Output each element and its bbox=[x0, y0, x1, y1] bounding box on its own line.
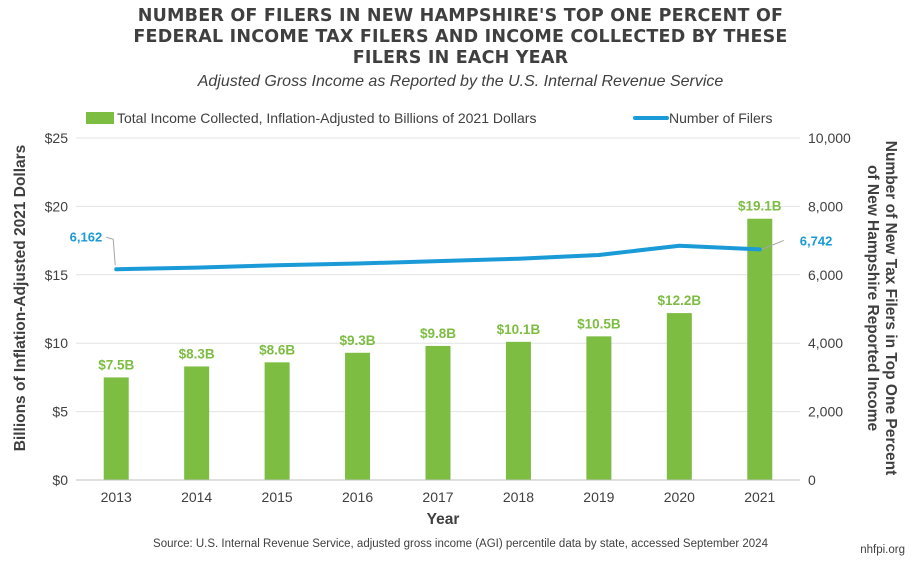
x-tick-label: 2019 bbox=[583, 489, 614, 505]
bar-data-label: $19.1B bbox=[738, 199, 782, 214]
bar bbox=[505, 341, 531, 480]
x-axis-title: Year bbox=[427, 511, 460, 528]
chart-title-line: FILERS IN EACH YEAR bbox=[352, 48, 569, 68]
data-labels: $7.5B $8.3B $8.6B $9.3B $9.8B $10.1B $10.5B $12… bbox=[70, 199, 833, 373]
bar-data-label: $9.8B bbox=[420, 326, 456, 341]
bar bbox=[425, 345, 451, 480]
chart-title-line: NUMBER OF FILERS IN NEW HAMPSHIRE'S TOP … bbox=[137, 6, 784, 26]
bar-data-label: $8.6B bbox=[259, 342, 295, 357]
chart-subtitle: Adjusted Gross Income as Reported by the… bbox=[197, 73, 724, 90]
bar bbox=[345, 352, 371, 480]
line-data-label: 6,742 bbox=[800, 233, 833, 248]
y2-axis-title-line: Number of New Tax Filers in Top One Perc… bbox=[882, 141, 899, 475]
bar-data-label: $10.1B bbox=[497, 322, 541, 337]
y2-tick-label: 2,000 bbox=[808, 404, 843, 420]
bar-series bbox=[103, 218, 773, 480]
bar-data-label: $12.2B bbox=[658, 293, 702, 308]
x-tick-label: 2013 bbox=[101, 489, 132, 505]
chart-title-line: FEDERAL INCOME TAX FILERS AND INCOME COL… bbox=[133, 27, 788, 47]
line-data-label: 6,162 bbox=[70, 229, 103, 244]
x-tick-label: 2016 bbox=[342, 489, 373, 505]
y-tick-label: $5 bbox=[52, 404, 68, 420]
source-note: Source: U.S. Internal Revenue Service, a… bbox=[153, 538, 768, 550]
x-tick-label: 2021 bbox=[744, 489, 775, 505]
line-series bbox=[114, 243, 762, 272]
x-tick-label: 2020 bbox=[664, 489, 695, 505]
leader-line bbox=[761, 239, 784, 250]
bar-data-label: $8.3B bbox=[179, 346, 215, 361]
x-tick-label: 2017 bbox=[422, 489, 453, 505]
leader-line bbox=[106, 236, 116, 266]
bar bbox=[103, 377, 129, 480]
y2-tick-label: 10,000 bbox=[808, 130, 851, 146]
y2-axis-title-line: of New Hampshire Reported Income bbox=[864, 165, 881, 432]
chart-title: NUMBER OF FILERS IN NEW HAMPSHIRE'S TOP … bbox=[0, 6, 921, 69]
y-tick-label: $25 bbox=[45, 130, 69, 146]
y-tick-label: $10 bbox=[45, 335, 69, 351]
y2-tick-label: 0 bbox=[808, 472, 816, 488]
legend-label-line: Number of Filers bbox=[669, 110, 772, 126]
bar-data-label: $10.5B bbox=[577, 316, 621, 331]
y2-tick-label: 8,000 bbox=[808, 198, 843, 214]
legend-swatch-bar bbox=[86, 112, 114, 124]
y-tick-label: $15 bbox=[45, 267, 69, 283]
credit-text: nhfpi.org bbox=[860, 544, 905, 556]
y-tick-label: $0 bbox=[52, 472, 68, 488]
bar bbox=[184, 366, 210, 480]
y-tick-label: $20 bbox=[45, 198, 69, 214]
x-tick-label: 2015 bbox=[262, 489, 293, 505]
bar bbox=[666, 313, 692, 480]
x-tick-label: 2014 bbox=[181, 489, 212, 505]
line-path bbox=[114, 243, 762, 272]
x-tick-label: 2018 bbox=[503, 489, 534, 505]
legend: Total Income Collected, Inflation-Adjust… bbox=[86, 110, 772, 126]
bar bbox=[264, 362, 290, 480]
y-axis-title: Billions of Inflation-Adjusted 2021 Doll… bbox=[12, 145, 29, 452]
y2-tick-label: 4,000 bbox=[808, 335, 843, 351]
bar bbox=[586, 336, 612, 480]
legend-label-bar: Total Income Collected, Inflation-Adjust… bbox=[117, 110, 536, 126]
y2-tick-label: 6,000 bbox=[808, 267, 843, 283]
axes: $0 0 $5 2,000 $10 4,000 $15 6,000 $20 8,000 $25 10,… bbox=[45, 130, 851, 505]
bar-data-label: $7.5B bbox=[98, 357, 134, 372]
bar bbox=[747, 218, 773, 480]
bar-data-label: $9.3B bbox=[340, 333, 376, 348]
